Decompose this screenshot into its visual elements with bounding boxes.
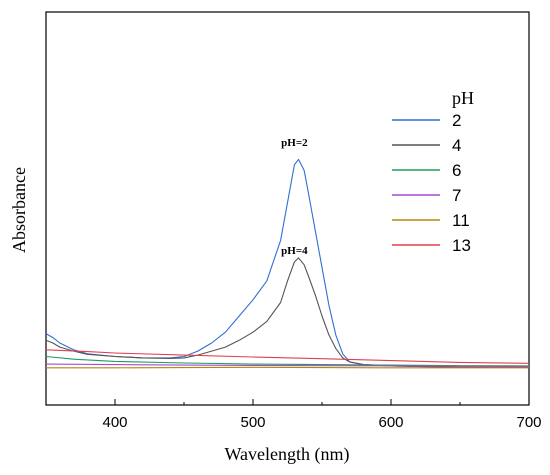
annotation-0: pH=2 [281, 137, 308, 149]
series-line-ph-6 [45, 355, 530, 367]
x-tick-label-600: 600 [378, 414, 403, 431]
legend-label-ph-13: 13 [452, 236, 471, 255]
legend-label-ph-2: 2 [452, 111, 461, 130]
plot-frame [45, 11, 530, 406]
series-layer [45, 158, 530, 369]
y-axis-title: Absorbance [9, 167, 29, 253]
series-line-ph-4 [45, 257, 529, 368]
annotation-1: pH=4 [281, 245, 308, 257]
x-tick-label-500: 500 [240, 414, 265, 431]
legend: pH 2 4 6 7 11 13 [392, 88, 474, 255]
x-axis-title: Wavelength (nm) [224, 444, 349, 465]
x-axis: 400 500 600 700 [45, 399, 542, 431]
legend-label-ph-6: 6 [452, 161, 461, 180]
legend-label-ph-7: 7 [452, 186, 461, 205]
legend-label-ph-11: 11 [452, 211, 470, 230]
annotations: pH=2 pH=4 [281, 137, 308, 257]
legend-label-ph-4: 4 [452, 136, 461, 155]
series-line-ph-13 [45, 349, 530, 364]
series-line-ph-11 [46, 366, 529, 369]
series-line-ph-7 [45, 363, 530, 368]
x-tick-label-700: 700 [516, 414, 541, 431]
legend-title: pH [452, 88, 474, 108]
x-tick-label-400: 400 [102, 414, 127, 431]
